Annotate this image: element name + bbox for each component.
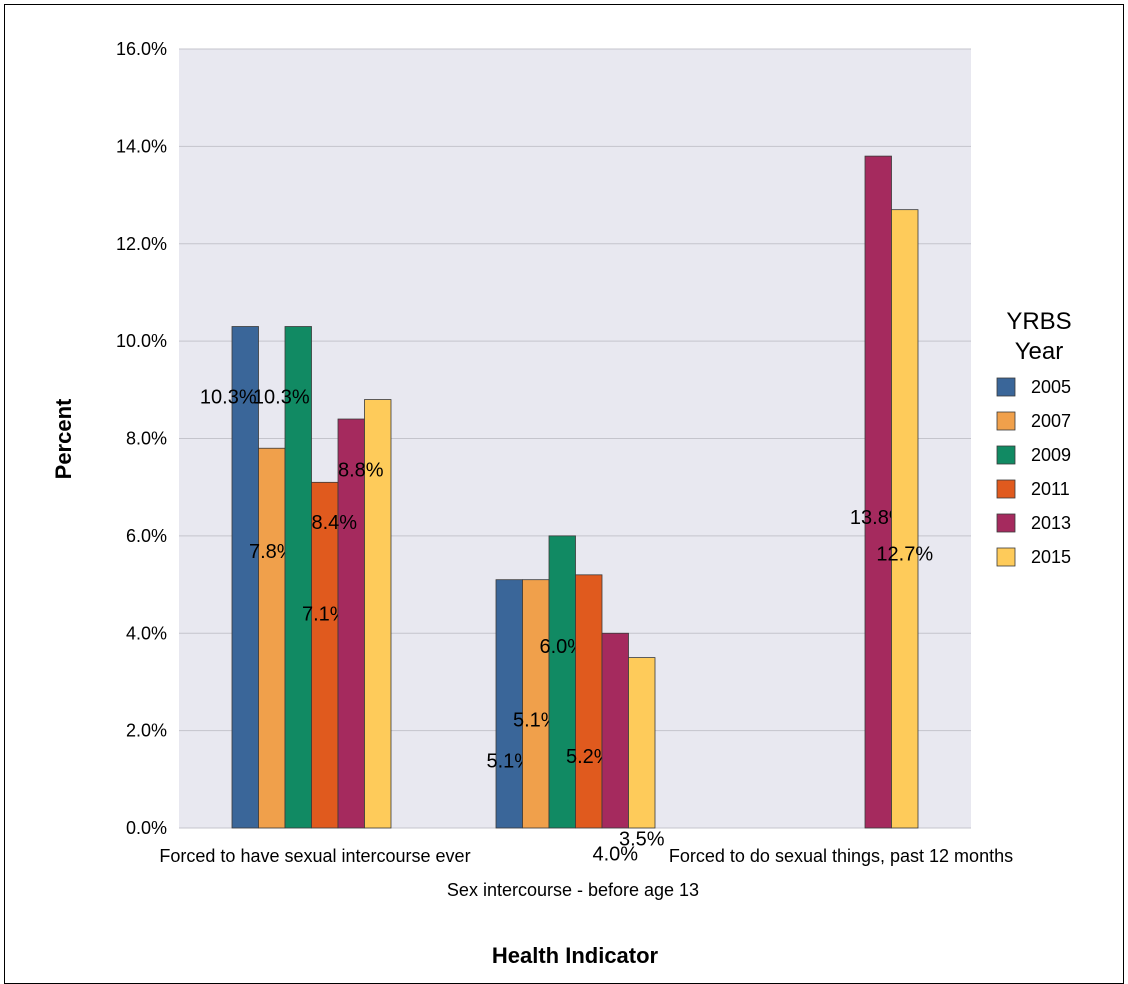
legend-label: 2009 <box>1031 445 1071 465</box>
y-tick-label: 16.0% <box>116 39 167 59</box>
data-label: 5.2% <box>566 746 612 768</box>
y-tick-label: 8.0% <box>126 429 167 449</box>
y-tick-label: 2.0% <box>126 721 167 741</box>
legend-swatch <box>996 479 1016 499</box>
x-tick-label: Forced to have sexual intercourse ever <box>159 846 470 866</box>
legend-label: 2007 <box>1031 411 1071 431</box>
y-tick-label: 14.0% <box>116 136 167 156</box>
data-label: 7.1% <box>302 603 348 625</box>
bar <box>522 579 550 829</box>
bar <box>337 418 365 829</box>
x-tick-label: Forced to do sexual things, past 12 mont… <box>669 846 1013 866</box>
bar <box>231 326 259 829</box>
data-label: 5.1% <box>513 710 559 732</box>
y-axis-title: Percent <box>51 398 76 479</box>
data-label: 4.0% <box>592 843 638 865</box>
data-label: 8.8% <box>338 460 384 482</box>
bar <box>891 209 919 829</box>
data-label: 10.3% <box>253 387 310 409</box>
bar <box>548 535 576 829</box>
data-label: 12.7% <box>876 544 933 566</box>
data-label: 7.8% <box>249 541 295 563</box>
bar-chart: 0.0% 2.0% 4.0% 6.0% 8.0% 10.0% 12.0% 14.0% 16.0%… <box>51 39 1072 968</box>
x-tick-label: Sex intercourse - before age 13 <box>447 880 699 900</box>
legend-label: 2013 <box>1031 513 1071 533</box>
y-tick-label: 4.0% <box>126 623 167 643</box>
data-label: 6.0% <box>539 636 585 658</box>
y-tick-label: 12.0% <box>116 234 167 254</box>
legend-swatch <box>996 377 1016 397</box>
legend-title: Year <box>1015 338 1064 365</box>
data-label: 8.4% <box>311 512 357 534</box>
legend-swatch <box>996 513 1016 533</box>
y-tick-label: 6.0% <box>126 526 167 546</box>
bar <box>364 399 392 829</box>
y-tick-label: 0.0% <box>126 818 167 838</box>
bar <box>258 447 286 829</box>
x-axis-title: Health Indicator <box>492 943 659 968</box>
bar <box>495 579 523 829</box>
chart-frame: 0.0% 2.0% 4.0% 6.0% 8.0% 10.0% 12.0% 14.0% 16.0%… <box>4 4 1124 984</box>
bar <box>284 326 312 829</box>
legend-label: 2005 <box>1031 377 1071 397</box>
data-label: 10.3% <box>200 387 257 409</box>
data-label: 3.5% <box>619 829 665 851</box>
bar <box>575 574 603 829</box>
legend-swatch <box>996 445 1016 465</box>
bar <box>601 632 629 829</box>
y-tick-label: 10.0% <box>116 331 167 351</box>
legend-title: YRBS <box>1006 308 1071 335</box>
legend-label: 2011 <box>1031 479 1070 499</box>
bar <box>864 155 892 829</box>
bar <box>311 481 339 829</box>
legend-swatch <box>996 411 1016 431</box>
bar <box>628 657 656 829</box>
legend-label: 2015 <box>1031 547 1071 567</box>
data-label: 5.1% <box>486 751 532 773</box>
legend-swatch <box>996 547 1016 567</box>
